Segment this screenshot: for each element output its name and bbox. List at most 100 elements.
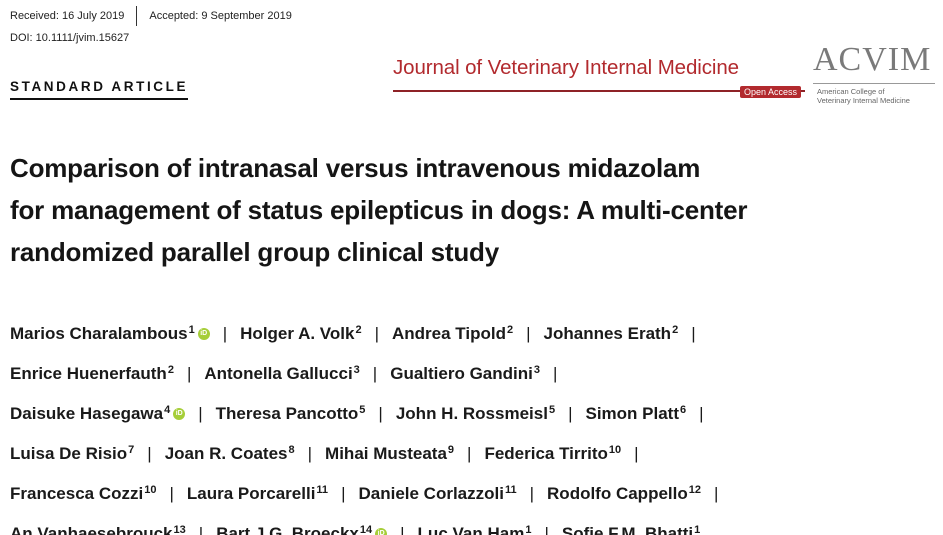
author-name-text: Joan R. Coates xyxy=(164,444,288,463)
acvim-logo-text: ACVIM xyxy=(813,41,932,78)
author-separator: | xyxy=(222,324,228,343)
author-separator: | xyxy=(568,404,573,423)
author-name-text: Gualtiero Gandini xyxy=(390,364,533,383)
affiliation-number[interactable]: 11 xyxy=(504,484,517,496)
author-name[interactable]: Joan R. Coates8 xyxy=(165,444,295,463)
author-name[interactable]: John H. Rossmeisl5 xyxy=(396,404,555,423)
author-name-text: Theresa Pancotto xyxy=(215,404,359,423)
article-title: Comparison of intranasal versus intraven… xyxy=(10,147,910,273)
author-separator: | xyxy=(634,444,639,463)
author-name[interactable]: Bart J.G. Broeckx14 iD xyxy=(216,524,388,535)
journal-name[interactable]: Journal of Veterinary Internal Medicine xyxy=(393,56,739,79)
affiliation-number[interactable]: 6 xyxy=(680,404,687,416)
journal-banner[interactable]: Journal of Veterinary Internal Medicine … xyxy=(393,56,805,98)
accepted-date: Accepted: 9 September 2019 xyxy=(149,10,292,22)
author-line: Francesca Cozzi10 | Laura Porcarelli11 | Dan… xyxy=(10,472,930,512)
orcid-icon[interactable]: iD xyxy=(173,408,186,420)
author-separator: | xyxy=(378,404,383,423)
affiliation-number[interactable]: 14 xyxy=(359,524,373,535)
affiliation-number[interactable]: 4 xyxy=(164,404,171,416)
open-access-badge: Open Access xyxy=(739,86,801,98)
author-name[interactable]: Francesca Cozzi10 xyxy=(10,484,156,503)
affiliation-number[interactable]: 8 xyxy=(288,444,295,456)
received-date: Received: 16 July 2019 xyxy=(10,10,125,22)
affiliation-number[interactable]: 9 xyxy=(447,444,455,456)
author-line: An Vanhaesebrouck13 | Bart J.G. Broeckx14 i… xyxy=(10,512,930,535)
author-separator: | xyxy=(467,444,472,463)
affiliation-number[interactable]: 1 xyxy=(188,324,195,336)
author-separator: | xyxy=(400,524,405,535)
affiliation-number[interactable]: 13 xyxy=(173,524,186,535)
author-name[interactable]: Marios Charalambous1 iD xyxy=(10,324,210,343)
author-name-text: Marios Charalambous xyxy=(10,324,188,343)
author-separator: | xyxy=(341,484,346,503)
author-name-text: Sofie F.M. Bhatti xyxy=(561,524,694,535)
author-separator: | xyxy=(186,364,192,383)
acvim-subtitle-2: Veterinary Internal Medicine xyxy=(817,96,910,105)
affiliation-number[interactable]: 3 xyxy=(533,364,540,376)
author-name[interactable]: Antonella Gallucci3 xyxy=(204,364,359,383)
author-name-text: Francesca Cozzi xyxy=(10,484,144,503)
author-name[interactable]: Simon Platt6 xyxy=(586,404,687,423)
author-separator: | xyxy=(372,364,378,383)
author-name[interactable]: Johannes Erath2 xyxy=(544,324,679,343)
orcid-icon[interactable]: iD xyxy=(375,528,388,535)
dates-divider xyxy=(136,6,138,26)
author-name[interactable]: Andrea Tipold2 xyxy=(392,324,513,343)
author-name[interactable]: Sofie F.M. Bhatti1 xyxy=(562,524,700,535)
affiliation-number[interactable]: 7 xyxy=(128,444,135,456)
author-name[interactable]: Rodolfo Cappello12 xyxy=(547,484,701,503)
affiliation-number[interactable]: 1 xyxy=(525,524,532,535)
author-name[interactable]: Theresa Pancotto5 xyxy=(216,404,366,423)
affiliation-number[interactable]: 10 xyxy=(144,484,157,496)
author-separator: | xyxy=(529,484,535,503)
author-name[interactable]: Luc Van Ham1 xyxy=(418,524,532,535)
author-name-text: Luisa De Risio xyxy=(10,444,128,463)
affiliation-number[interactable]: 2 xyxy=(167,364,174,376)
author-name-text: John H. Rossmeisl xyxy=(395,404,548,423)
acvim-logo[interactable]: ACVIM American College of Veterinary Int… xyxy=(813,41,935,105)
article-type-label: STANDARD ARTICLE xyxy=(10,79,189,100)
author-name-text: Laura Porcarelli xyxy=(186,484,316,503)
title-line: Comparison of intranasal versus intraven… xyxy=(10,153,701,183)
author-name-text: Simon Platt xyxy=(585,404,680,423)
acvim-subtitle-1: American College of xyxy=(817,87,885,96)
author-name-text: Enrice Huenerfauth xyxy=(10,364,167,383)
author-separator: | xyxy=(147,444,152,463)
author-name-text: Mihai Musteata xyxy=(325,444,447,463)
author-separator: | xyxy=(307,444,313,463)
author-name[interactable]: Mihai Musteata9 xyxy=(325,444,454,463)
affiliation-number[interactable]: 12 xyxy=(688,484,701,496)
author-name[interactable]: Daniele Corlazzoli11 xyxy=(358,484,516,503)
author-name[interactable]: Federica Tirrito10 xyxy=(484,444,621,463)
affiliation-number[interactable]: 10 xyxy=(608,444,622,456)
doi[interactable]: DOI: 10.1111/jvim.15627 xyxy=(10,32,130,44)
author-name[interactable]: Luisa De Risio7 xyxy=(10,444,134,463)
author-name[interactable]: Daisuke Hasegawa4 iD xyxy=(10,404,186,423)
author-name-text: Holger A. Volk xyxy=(240,324,355,343)
author-name-text: Daisuke Hasegawa xyxy=(10,404,164,423)
author-name[interactable]: An Vanhaesebrouck13 xyxy=(10,524,186,535)
author-name[interactable]: Enrice Huenerfauth2 xyxy=(10,364,174,383)
affiliation-number[interactable]: 2 xyxy=(506,324,514,336)
affiliation-number[interactable]: 1 xyxy=(694,524,701,535)
orcid-icon[interactable]: iD xyxy=(197,328,210,340)
author-name[interactable]: Holger A. Volk2 xyxy=(240,324,361,343)
author-separator: | xyxy=(198,524,204,535)
affiliation-number[interactable]: 11 xyxy=(316,484,329,496)
author-name-text: Federica Tirrito xyxy=(484,444,608,463)
author-name[interactable]: Laura Porcarelli11 xyxy=(187,484,328,503)
affiliation-number[interactable]: 2 xyxy=(355,324,362,336)
affiliation-number[interactable]: 2 xyxy=(672,324,679,336)
author-name-text: Bart J.G. Broeckx xyxy=(216,524,359,535)
author-separator: | xyxy=(198,404,203,423)
author-line: Luisa De Risio7 | Joan R. Coates8 | Mihai Mu… xyxy=(10,432,930,472)
author-name[interactable]: Gualtiero Gandini3 xyxy=(390,364,540,383)
author-separator: | xyxy=(544,524,549,535)
author-name-text: Johannes Erath xyxy=(543,324,672,343)
affiliation-number[interactable]: 5 xyxy=(548,404,556,416)
journal-underline xyxy=(393,90,805,92)
affiliation-number[interactable]: 3 xyxy=(353,364,360,376)
affiliation-number[interactable]: 5 xyxy=(359,404,366,416)
